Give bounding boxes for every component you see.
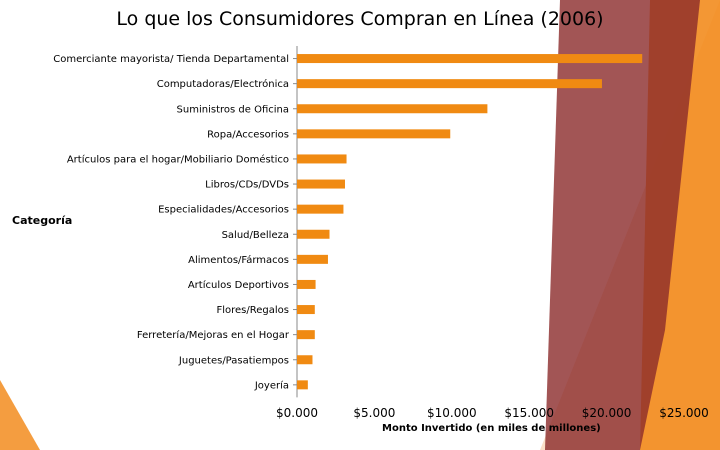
category-label: Artículos Deportivos (188, 279, 289, 291)
bar-articulos-para-el-hogar-mobiliario-domestico (297, 154, 347, 164)
bar-ferreteria-mejoras-en-el-hogar (297, 330, 315, 340)
category-label: Juguetes/Pasatiempos (178, 355, 289, 366)
bar-comerciante-mayorista-tienda-departamental (297, 54, 643, 64)
category-label: Ropa/Accesorios (207, 129, 289, 140)
bar-ropa-accesorios (297, 129, 451, 139)
category-label: Suministros de Oficina (177, 104, 289, 115)
bar-alimentos-farmacos (297, 254, 328, 264)
bar-suministros-de-oficina (297, 104, 488, 114)
x-axis-label: Monto Invertido (en miles de millones) (382, 423, 601, 434)
category-label: Computadoras/Electrónica (157, 78, 289, 90)
deco-dark-wedge (545, 0, 700, 450)
category-label: Ferretería/Mejoras en el Hogar (137, 329, 290, 341)
x-tick-label: $10.000 (427, 406, 477, 420)
x-tick-label: $20.000 (582, 406, 632, 420)
y-axis-label: Categoría (12, 214, 73, 227)
category-label: Alimentos/Fármacos (188, 254, 289, 266)
bar-juguetes-pasatiempos (297, 355, 313, 365)
x-tick-label: $5.000 (353, 406, 395, 420)
x-tick-label: $0.000 (276, 406, 318, 420)
category-label: Comerciante mayorista/ Tienda Departamen… (53, 54, 289, 65)
category-label: Joyería (254, 379, 289, 391)
bar-especialidades-accesorios (297, 204, 344, 214)
bar-salud-belleza (297, 229, 330, 239)
bar-computadoras-electronica (297, 79, 602, 89)
category-label: Especialidades/Accesorios (158, 205, 289, 216)
x-tick-label: $25.000 (659, 406, 709, 420)
bar-joyeria (297, 380, 308, 390)
bar-flores-regalos (297, 305, 315, 315)
category-label: Artículos para el hogar/Mobiliario Domés… (67, 153, 289, 165)
category-label: Flores/Regalos (216, 305, 289, 316)
chart-title-container: Lo que los Consumidores Compran en Línea… (0, 8, 720, 30)
deco-orange-left (0, 380, 40, 450)
category-label: Libros/CDs/DVDs (205, 180, 289, 191)
x-tick-label: $15.000 (504, 406, 554, 420)
bar-articulos-deportivos (297, 279, 316, 289)
category-label: Salud/Belleza (222, 230, 289, 241)
bar-libros-cds-dvds (297, 179, 345, 189)
chart-title: Lo que los Consumidores Compran en Línea… (116, 8, 604, 30)
